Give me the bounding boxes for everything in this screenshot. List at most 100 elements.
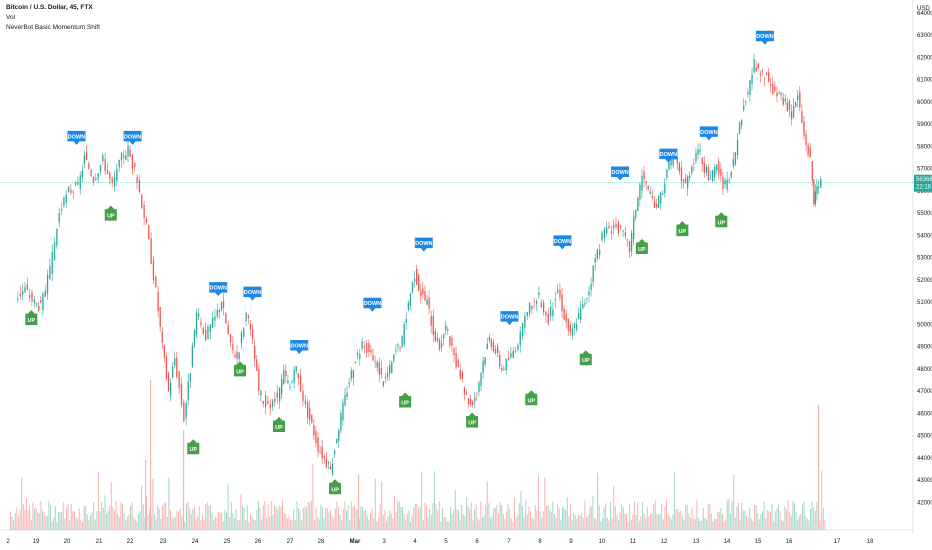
candle-body: [608, 225, 610, 229]
volume-bar: [509, 509, 511, 530]
volume-bar: [266, 518, 267, 530]
time-tick-label: 25: [224, 539, 231, 545]
candle-body: [148, 225, 150, 240]
volume-bar: [304, 506, 306, 530]
volume-bar: [229, 516, 231, 530]
volume-bar: [787, 500, 789, 530]
price-tick-label: 50000: [917, 322, 932, 328]
volume-bar: [637, 502, 639, 530]
candle-body: [763, 77, 766, 79]
volume-bar: [118, 516, 120, 530]
candle-body: [521, 323, 524, 336]
candle-body: [474, 397, 476, 402]
svg-text:UP: UP: [331, 487, 339, 493]
candle-body: [187, 381, 189, 400]
volume-bar: [21, 477, 23, 530]
time-tick-label: 21: [96, 539, 103, 545]
volume-bar: [448, 521, 450, 530]
volume-bar: [821, 470, 823, 530]
volume-bar: [26, 498, 27, 530]
volume-bar: [331, 515, 333, 530]
signal-up-label: UP: [525, 390, 538, 406]
candle-body: [738, 122, 741, 134]
candle-body: [432, 316, 434, 335]
candle-body: [407, 302, 410, 311]
candle-body: [510, 353, 512, 358]
volume-bar: [336, 501, 338, 530]
volume-bar: [139, 511, 141, 530]
candle-body: [44, 290, 46, 297]
signal-up-label: UP: [715, 212, 728, 228]
volume-bar: [318, 519, 320, 530]
volume-bar: [581, 512, 583, 530]
volume-bar: [632, 514, 634, 530]
volume-bar: [125, 520, 127, 530]
volume-bar: [221, 512, 223, 530]
volume-bar: [250, 514, 251, 530]
volume-bar: [166, 516, 168, 530]
candle-body: [703, 162, 705, 173]
volume-bar: [130, 505, 131, 530]
volume-bar: [400, 507, 402, 530]
volume-bar: [438, 501, 440, 530]
candle-body: [321, 446, 323, 459]
volume-bar: [491, 516, 493, 530]
volume-bar: [66, 507, 67, 530]
volume-bar: [283, 512, 285, 530]
candle-body: [342, 402, 344, 421]
candle-body: [786, 102, 789, 112]
candle-body: [243, 328, 245, 337]
candle-body: [526, 312, 528, 316]
volume-bar: [669, 515, 671, 530]
time-tick-label: 7: [507, 539, 511, 545]
candle-body: [167, 373, 170, 392]
candle-body: [668, 161, 670, 170]
price-tick-label: 44000: [917, 456, 932, 462]
candle-body: [348, 382, 350, 385]
candle-body: [799, 91, 801, 108]
candle-body: [552, 309, 554, 316]
momentum-indicator-label[interactable]: NeverBot Basic Momentum Shift: [6, 24, 100, 31]
volume-indicator-label[interactable]: Vol: [6, 14, 16, 21]
volume-bar: [75, 516, 77, 530]
volume-bar: [370, 513, 371, 530]
volume-bar: [56, 521, 58, 530]
candle-body: [626, 239, 629, 241]
volume-bar: [298, 508, 299, 530]
candle-body: [138, 179, 141, 193]
candle-body: [197, 313, 200, 317]
candle-body: [586, 298, 588, 300]
volume-bar: [144, 517, 146, 530]
candle-body: [395, 350, 397, 352]
candle-body: [620, 226, 622, 228]
price-tick-label: 47000: [917, 389, 932, 395]
candle-body: [428, 297, 430, 309]
volume-bar: [565, 510, 567, 530]
volume-bar: [651, 513, 653, 530]
volume-bar: [795, 511, 797, 530]
svg-text:DOWN: DOWN: [210, 286, 227, 292]
volume-bar: [594, 517, 595, 530]
candle-body: [449, 336, 451, 346]
volume-bar: [61, 511, 63, 530]
volume-bar: [122, 503, 123, 530]
volume-bar: [170, 510, 171, 530]
volume-bar: [707, 503, 709, 530]
volume-bar: [189, 508, 191, 530]
candle-body: [287, 380, 289, 384]
candle-body: [346, 392, 348, 397]
symbol-title[interactable]: Bitcoin / U.S. Dollar, 45, FTX: [6, 4, 93, 11]
volume-bar: [339, 515, 341, 530]
candle-body: [524, 315, 526, 329]
candle-body: [514, 350, 517, 352]
volume-bar: [208, 505, 210, 530]
volume-bar: [291, 520, 293, 530]
volume-bar: [736, 506, 738, 530]
candle-body: [782, 97, 784, 105]
volume-bar: [410, 521, 411, 530]
volume-bar: [149, 508, 151, 530]
volume-bar: [317, 517, 319, 530]
volume-bar: [378, 518, 379, 530]
volume-bar: [680, 510, 682, 530]
